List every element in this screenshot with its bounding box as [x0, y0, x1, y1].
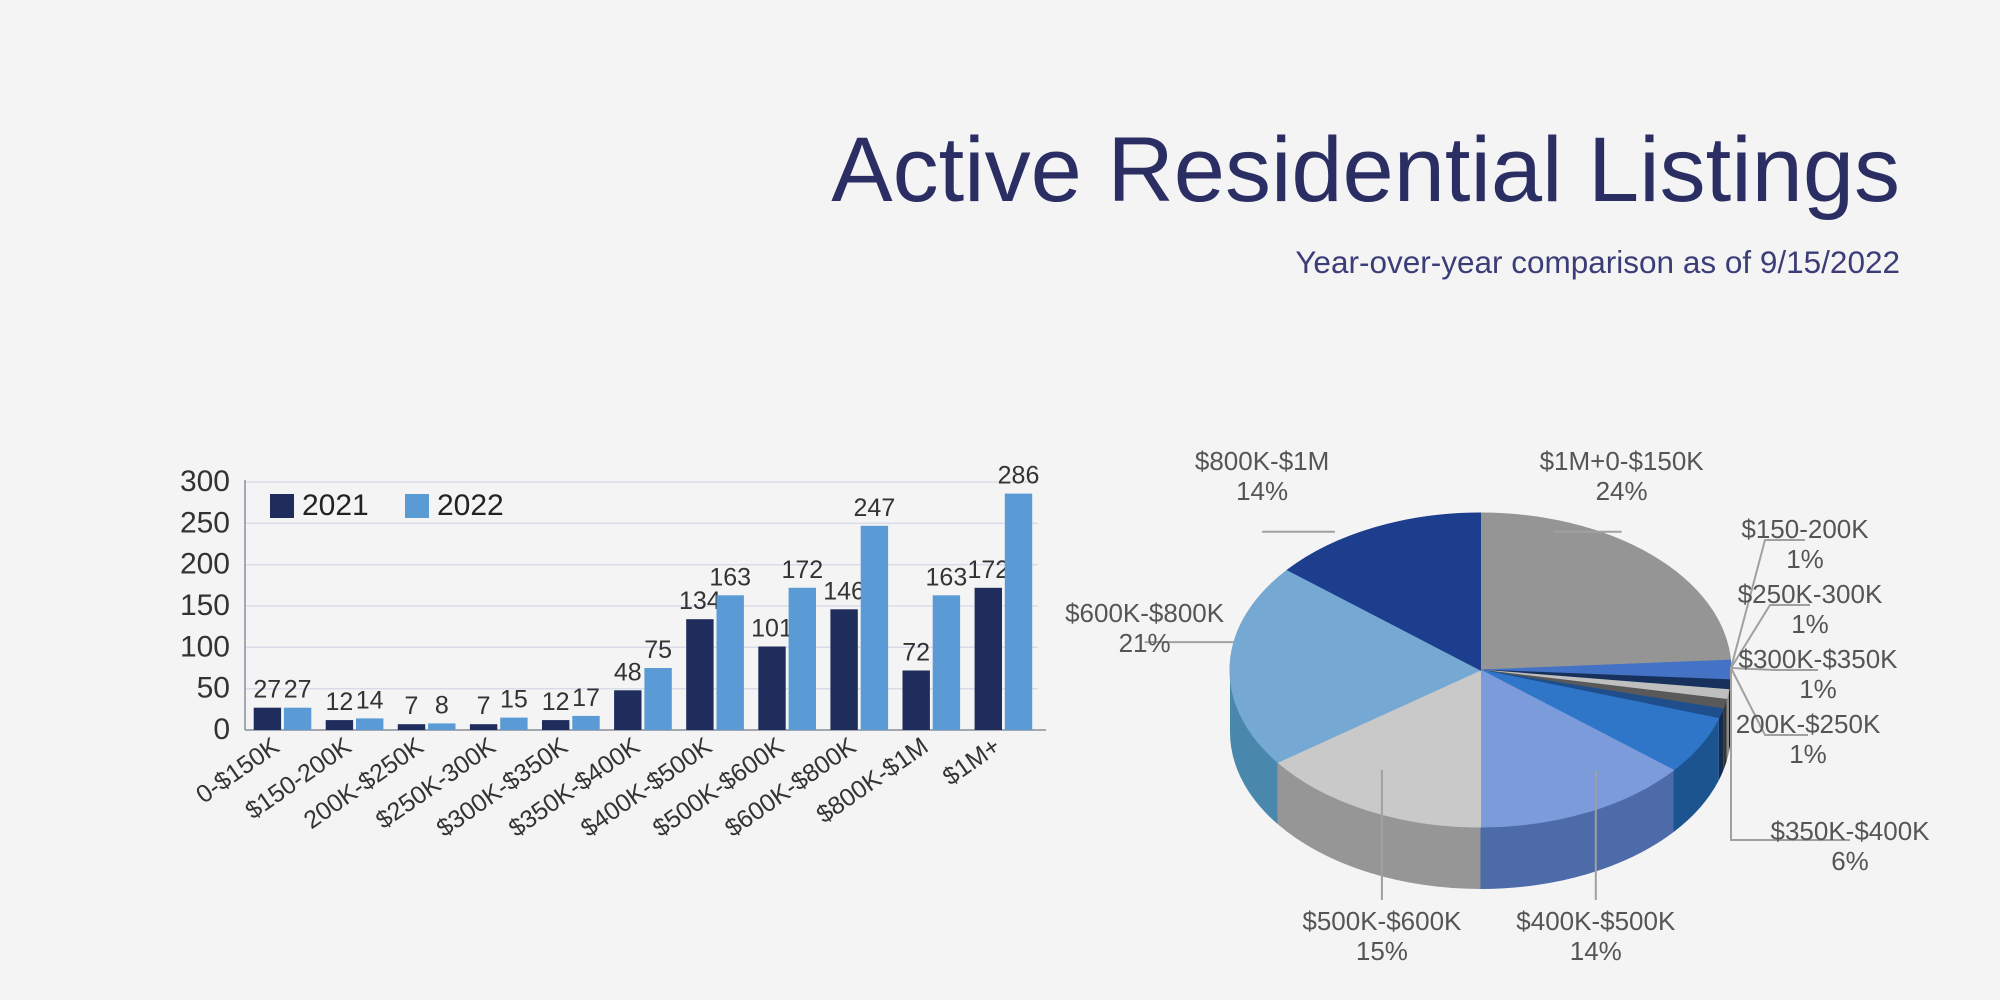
- svg-text:7: 7: [477, 692, 491, 720]
- svg-text:200: 200: [180, 548, 230, 581]
- svg-text:14: 14: [356, 686, 384, 714]
- svg-text:27: 27: [253, 676, 281, 704]
- svg-text:2022: 2022: [437, 489, 504, 522]
- svg-text:172: 172: [781, 556, 823, 584]
- svg-text:$1M+: $1M+: [938, 732, 1006, 791]
- svg-text:247: 247: [854, 494, 896, 522]
- svg-text:163: 163: [709, 563, 751, 591]
- svg-text:72: 72: [902, 639, 930, 667]
- svg-text:1%: 1%: [1786, 544, 1824, 574]
- svg-text:$400K-$500K: $400K-$500K: [1516, 906, 1676, 936]
- svg-text:6%: 6%: [1831, 846, 1869, 876]
- svg-text:27: 27: [284, 676, 312, 704]
- svg-text:14%: 14%: [1236, 476, 1288, 506]
- svg-text:172: 172: [967, 556, 1009, 584]
- svg-text:14%: 14%: [1570, 936, 1622, 966]
- svg-text:101: 101: [751, 615, 793, 643]
- svg-text:15%: 15%: [1356, 936, 1408, 966]
- svg-text:2021: 2021: [302, 489, 369, 522]
- svg-text:75: 75: [644, 636, 672, 664]
- svg-text:200K-$250K: 200K-$250K: [1736, 709, 1881, 739]
- svg-text:$1M+0-$150K: $1M+0-$150K: [1540, 446, 1705, 476]
- svg-text:$300K-$350K: $300K-$350K: [1738, 644, 1898, 674]
- svg-text:24%: 24%: [1596, 476, 1648, 506]
- svg-text:146: 146: [823, 577, 865, 605]
- svg-text:15: 15: [500, 686, 528, 714]
- svg-text:21%: 21%: [1119, 628, 1171, 658]
- svg-text:12: 12: [542, 688, 570, 716]
- svg-text:$150-200K: $150-200K: [1741, 514, 1869, 544]
- svg-text:$600K-$800K: $600K-$800K: [1065, 598, 1225, 628]
- svg-text:17: 17: [572, 684, 600, 712]
- svg-text:12: 12: [325, 688, 353, 716]
- svg-text:$250K-300K: $250K-300K: [1738, 579, 1883, 609]
- svg-text:250: 250: [180, 506, 230, 539]
- svg-text:8: 8: [435, 691, 449, 719]
- svg-text:$500K-$600K: $500K-$600K: [1302, 906, 1462, 936]
- svg-text:1%: 1%: [1799, 674, 1837, 704]
- svg-text:1%: 1%: [1791, 609, 1829, 639]
- svg-text:50: 50: [197, 672, 230, 705]
- svg-text:163: 163: [926, 563, 968, 591]
- svg-text:1%: 1%: [1789, 739, 1827, 769]
- svg-text:$350K-$400K: $350K-$400K: [1770, 816, 1930, 846]
- svg-text:134: 134: [679, 587, 721, 615]
- svg-text:286: 286: [998, 462, 1040, 490]
- svg-text:300: 300: [180, 465, 230, 498]
- svg-text:48: 48: [614, 658, 642, 686]
- svg-text:100: 100: [180, 630, 230, 663]
- svg-text:$800K-$1M: $800K-$1M: [1195, 446, 1329, 476]
- svg-text:7: 7: [405, 692, 419, 720]
- svg-text:150: 150: [180, 589, 230, 622]
- svg-text:0: 0: [213, 713, 230, 746]
